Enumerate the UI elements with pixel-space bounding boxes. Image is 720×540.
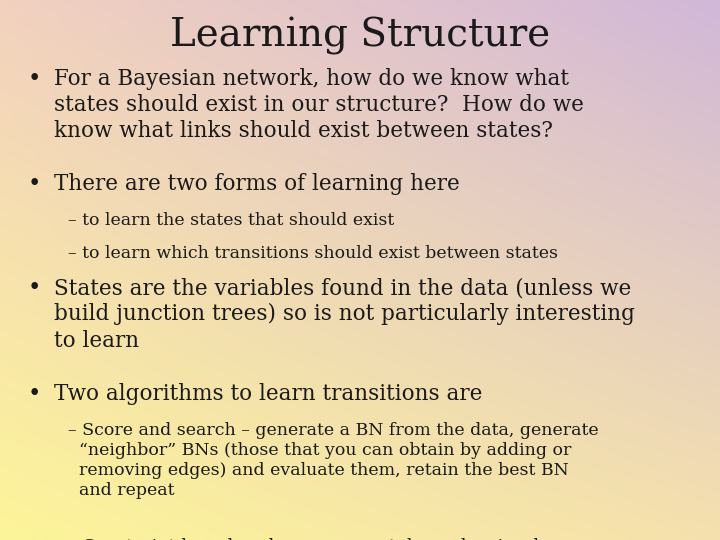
Text: Two algorithms to learn transitions are: Two algorithms to learn transitions are xyxy=(54,383,482,405)
Text: – Constraint-based – edges represent dependencies, learn
  these by evaluating t: – Constraint-based – edges represent dep… xyxy=(68,538,580,540)
Text: •: • xyxy=(27,173,41,195)
Text: – Score and search – generate a BN from the data, generate
  “neighbor” BNs (tho: – Score and search – generate a BN from … xyxy=(68,422,599,500)
Text: •: • xyxy=(27,277,41,299)
Text: For a Bayesian network, how do we know what
states should exist in our structure: For a Bayesian network, how do we know w… xyxy=(54,68,584,142)
Text: •: • xyxy=(27,383,41,405)
Text: Learning Structure: Learning Structure xyxy=(170,17,550,55)
Text: – to learn the states that should exist: – to learn the states that should exist xyxy=(68,212,395,229)
Text: States are the variables found in the data (unless we
build junction trees) so i: States are the variables found in the da… xyxy=(54,277,635,352)
Text: – to learn which transitions should exist between states: – to learn which transitions should exis… xyxy=(68,245,559,261)
Text: •: • xyxy=(27,68,41,90)
Text: There are two forms of learning here: There are two forms of learning here xyxy=(54,173,460,195)
